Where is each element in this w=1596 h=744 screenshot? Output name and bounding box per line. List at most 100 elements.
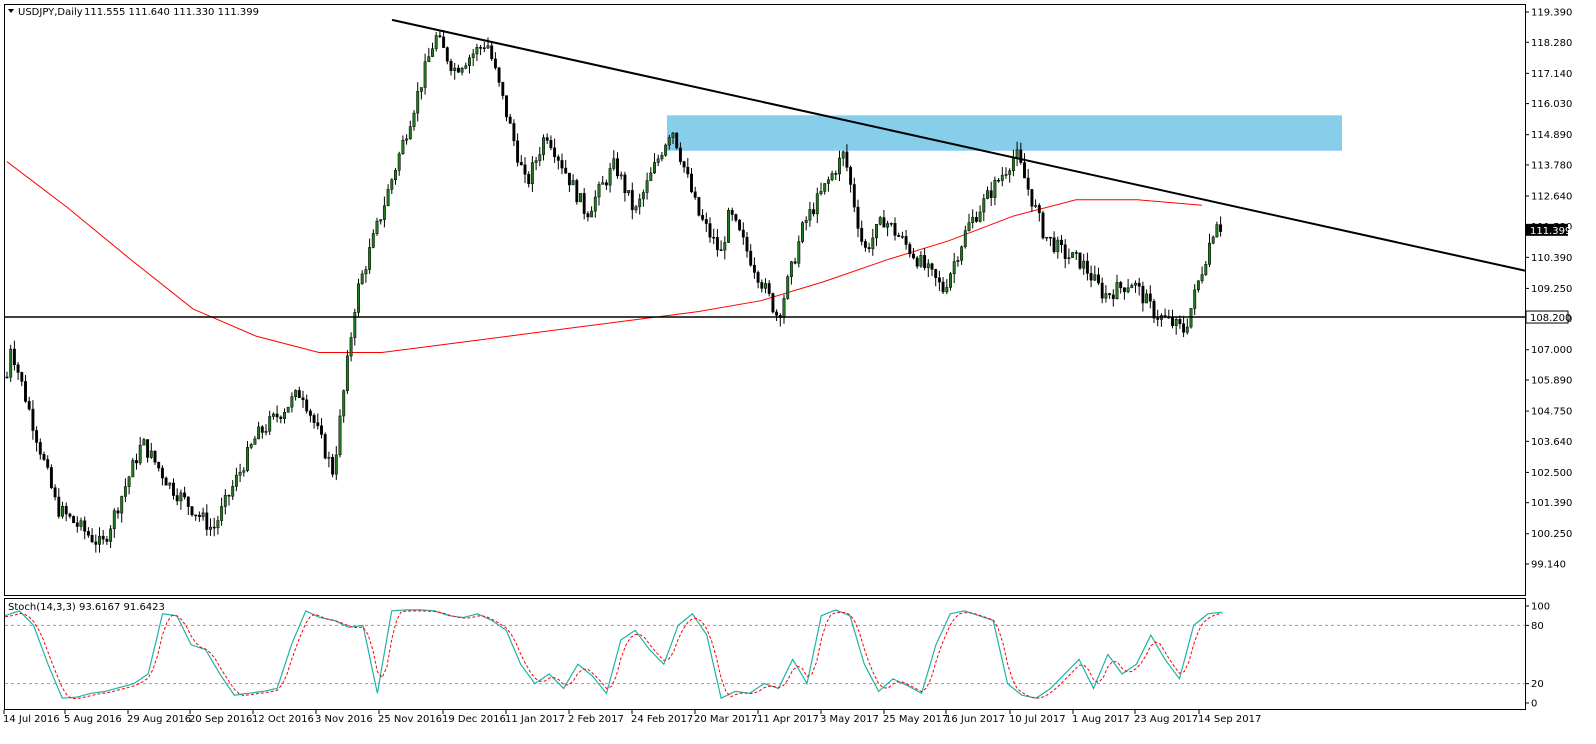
- candle: [971, 209, 975, 229]
- candle: [505, 95, 508, 122]
- time-tick-label: 11 Apr 2017: [757, 714, 819, 725]
- candle: [475, 43, 479, 61]
- candle: [900, 231, 904, 239]
- time-tick-label: 23 Aug 2017: [1134, 714, 1198, 725]
- price-tick-label: 101.390: [1531, 498, 1572, 509]
- candle: [893, 217, 897, 241]
- candle: [1111, 289, 1115, 307]
- candle: [72, 515, 76, 524]
- time-tick-label: 16 Jun 2017: [945, 714, 1005, 725]
- candle: [246, 441, 249, 473]
- candle: [660, 151, 664, 162]
- candle: [889, 222, 893, 227]
- price-tick-label: 113.780: [1531, 160, 1572, 171]
- candle: [401, 135, 405, 155]
- candle: [867, 242, 871, 253]
- candle: [549, 135, 553, 151]
- time-tick-label: 14 Sep 2017: [1198, 714, 1261, 725]
- candle: [1108, 292, 1112, 299]
- candle: [564, 160, 568, 174]
- candle: [512, 119, 516, 147]
- candle: [112, 508, 116, 538]
- price-tick-label: 119.390: [1531, 8, 1572, 19]
- candle: [612, 150, 616, 171]
- candle: [1082, 253, 1086, 275]
- candle: [771, 292, 775, 314]
- candle: [678, 142, 682, 165]
- candle: [1048, 236, 1052, 247]
- candle: [253, 435, 257, 445]
- candle: [231, 480, 235, 500]
- candle: [416, 82, 420, 122]
- candle: [31, 400, 35, 440]
- candle: [878, 215, 882, 226]
- candle: [963, 225, 967, 249]
- candle: [194, 514, 198, 521]
- candle: [1185, 318, 1189, 335]
- candle: [35, 426, 39, 452]
- candle: [682, 160, 686, 173]
- candle: [1208, 233, 1211, 268]
- candle: [101, 530, 105, 545]
- candle: [645, 172, 649, 200]
- candle: [394, 167, 397, 185]
- candle: [982, 193, 986, 222]
- time-tick-label: 3 Nov 2016: [315, 714, 373, 725]
- candle: [863, 239, 867, 252]
- candle: [220, 497, 224, 526]
- candle: [886, 220, 890, 237]
- candle: [1122, 287, 1126, 300]
- candle: [482, 41, 486, 53]
- candle: [408, 120, 412, 140]
- time-tick-label: 3 May 2017: [820, 714, 879, 725]
- candle: [234, 467, 238, 492]
- candle: [912, 248, 915, 260]
- price-tick-label: 118.280: [1531, 38, 1572, 49]
- candle: [460, 66, 464, 76]
- candle: [68, 512, 72, 519]
- candle: [793, 257, 797, 265]
- candle: [734, 213, 738, 223]
- candle: [216, 515, 220, 535]
- candle: [579, 193, 582, 203]
- price-tick-label: 116.030: [1531, 99, 1572, 110]
- candle: [157, 461, 161, 472]
- candle: [90, 528, 94, 544]
- price-tick-label: 104.750: [1531, 407, 1572, 418]
- price-tick-label: 100.250: [1531, 529, 1572, 540]
- candle: [1156, 309, 1160, 327]
- time-tick-label: 25 May 2017: [883, 714, 948, 725]
- chart-menu-triangle-icon[interactable]: [8, 9, 14, 13]
- stoch-axis: 100 80 20 0: [1525, 602, 1550, 710]
- candle: [164, 476, 168, 486]
- candlesticks: [5, 29, 1223, 553]
- candle: [882, 210, 886, 228]
- candle: [186, 496, 190, 516]
- candle: [1130, 283, 1134, 289]
- stoch-signal-line: [4, 610, 1223, 700]
- candle: [690, 167, 693, 194]
- candle: [534, 156, 538, 171]
- candle: [760, 279, 764, 293]
- moving-average-line: [6, 161, 1203, 353]
- time-tick-label: 11 Jan 2017: [505, 714, 565, 725]
- candle: [464, 62, 468, 70]
- candle: [582, 188, 586, 220]
- candle: [789, 260, 793, 285]
- candle: [1019, 142, 1023, 165]
- candle: [641, 189, 645, 207]
- candle: [1137, 277, 1141, 296]
- candle: [738, 218, 742, 232]
- candle: [323, 432, 327, 460]
- candle: [1126, 278, 1130, 294]
- candle: [974, 211, 978, 223]
- stoch-panel-frame: [4, 598, 1526, 710]
- candle: [664, 143, 668, 157]
- candle: [9, 344, 13, 382]
- candle: [826, 176, 830, 192]
- candle: [601, 175, 605, 185]
- candle: [123, 478, 127, 503]
- candle: [556, 154, 560, 170]
- candle: [701, 209, 705, 222]
